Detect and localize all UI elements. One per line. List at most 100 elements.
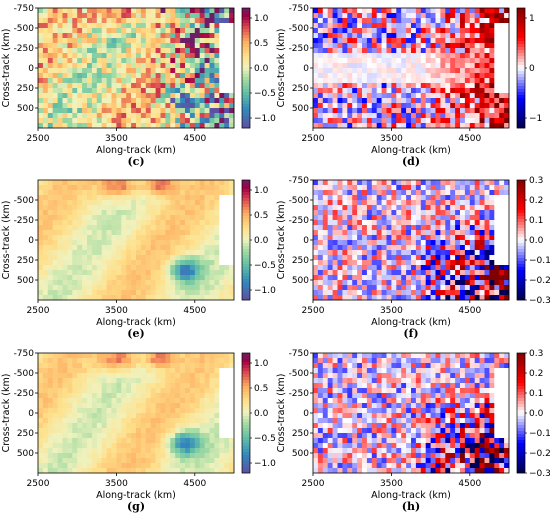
heatmap-cell: [96, 200, 102, 206]
heatmap-cell: [199, 103, 205, 109]
heatmap-cell: [189, 368, 196, 374]
heatmap-cell: [430, 113, 436, 119]
heatmap-cell: [42, 433, 49, 439]
heatmap-cell: [406, 195, 412, 201]
heatmap-cell: [111, 48, 117, 54]
heatmap-cell: [489, 275, 495, 281]
heatmap-cell: [145, 428, 151, 434]
heatmap-cell: [366, 275, 373, 281]
heatmap-cell: [106, 28, 112, 34]
heatmap-cell: [194, 378, 200, 384]
heatmap-cell: [494, 103, 500, 109]
heatmap-cell: [440, 53, 446, 59]
heatmap-cell: [42, 48, 49, 54]
heatmap-cell: [430, 13, 436, 19]
heatmap-cell: [87, 210, 93, 216]
heatmap-cell: [366, 215, 373, 221]
heatmap-cell: [170, 423, 176, 429]
heatmap-cell: [150, 43, 156, 49]
heatmap-cell: [62, 270, 68, 276]
heatmap-cell: [62, 463, 68, 469]
heatmap-cell: [160, 463, 166, 469]
heatmap-cell: [136, 220, 142, 226]
heatmap-cell: [214, 190, 220, 196]
heatmap-cell: [411, 88, 417, 94]
heatmap-cell: [67, 28, 73, 34]
heatmap-cell: [42, 68, 49, 74]
heatmap-cell: [430, 43, 436, 49]
heatmap-cell: [440, 58, 446, 64]
heatmap-cell: [357, 230, 363, 236]
heatmap-cell: [322, 78, 328, 84]
heatmap-cell: [160, 185, 166, 191]
heatmap-cell: [469, 255, 475, 261]
heatmap-cell: [160, 123, 166, 129]
heatmap-cell: [445, 123, 451, 129]
heatmap-cell: [224, 235, 230, 241]
heatmap-cell: [57, 13, 63, 19]
heatmap-cell: [38, 195, 44, 201]
heatmap-cell: [435, 28, 441, 34]
heatmap-cell: [131, 255, 137, 261]
heatmap-cell: [440, 118, 446, 124]
heatmap-cell: [386, 53, 392, 59]
heatmap-cell: [219, 68, 225, 74]
heatmap-cell: [455, 280, 461, 286]
heatmap-cell: [170, 265, 176, 271]
colorbar-segment: [242, 237, 250, 241]
heatmap-cell: [469, 63, 475, 69]
heatmap-cell: [352, 290, 358, 296]
heatmap-cell: [72, 250, 78, 256]
heatmap-cell: [406, 245, 412, 251]
heatmap-cell: [376, 235, 382, 241]
heatmap-cell: [140, 235, 147, 241]
heatmap-cell: [121, 93, 127, 99]
heatmap-cell: [425, 290, 431, 296]
heatmap-cell: [440, 200, 446, 206]
heatmap-cell: [332, 225, 338, 231]
heatmap-cell: [77, 438, 83, 444]
heatmap-cell: [38, 295, 44, 301]
heatmap-cell: [430, 93, 436, 99]
heatmap-cell: [455, 185, 461, 191]
heatmap-cell: [91, 180, 98, 186]
heatmap-cell: [91, 98, 98, 104]
heatmap-cell: [121, 53, 127, 59]
heatmap-cell: [204, 373, 210, 379]
heatmap-cell: [337, 98, 343, 104]
heatmap-cell: [401, 98, 407, 104]
heatmap-cell: [185, 103, 191, 109]
heatmap-cell: [479, 58, 485, 64]
heatmap-cell: [229, 195, 235, 201]
heatmap-cell: [204, 393, 210, 399]
heatmap-cell: [327, 8, 333, 14]
heatmap-cell: [224, 68, 230, 74]
heatmap-cell: [136, 78, 142, 84]
heatmap-cell: [57, 18, 63, 24]
heatmap-cell: [504, 285, 510, 291]
heatmap-cell: [160, 73, 166, 79]
heatmap-cell: [376, 195, 382, 201]
heatmap-cell: [47, 378, 53, 384]
colorbar-segment: [517, 62, 525, 66]
heatmap-cell: [199, 433, 205, 439]
heatmap-cell: [229, 260, 235, 266]
heatmap-cell: [229, 123, 235, 129]
heatmap-cell: [327, 18, 333, 24]
heatmap-cell: [185, 8, 191, 14]
heatmap-cell: [82, 418, 88, 424]
heatmap-cell: [160, 413, 166, 419]
heatmap-cell: [425, 68, 431, 74]
heatmap-cell: [38, 428, 44, 434]
heatmap-cell: [357, 28, 363, 34]
heatmap-cell: [484, 123, 490, 129]
heatmap-cell: [111, 93, 117, 99]
heatmap-cell: [47, 78, 53, 84]
heatmap-cell: [420, 210, 426, 216]
heatmap-cell: [52, 13, 58, 19]
heatmap-cell: [194, 185, 200, 191]
heatmap-cell: [72, 108, 78, 114]
heatmap-cell: [327, 13, 333, 19]
heatmap-cell: [140, 408, 147, 414]
heatmap-cell: [165, 468, 171, 474]
